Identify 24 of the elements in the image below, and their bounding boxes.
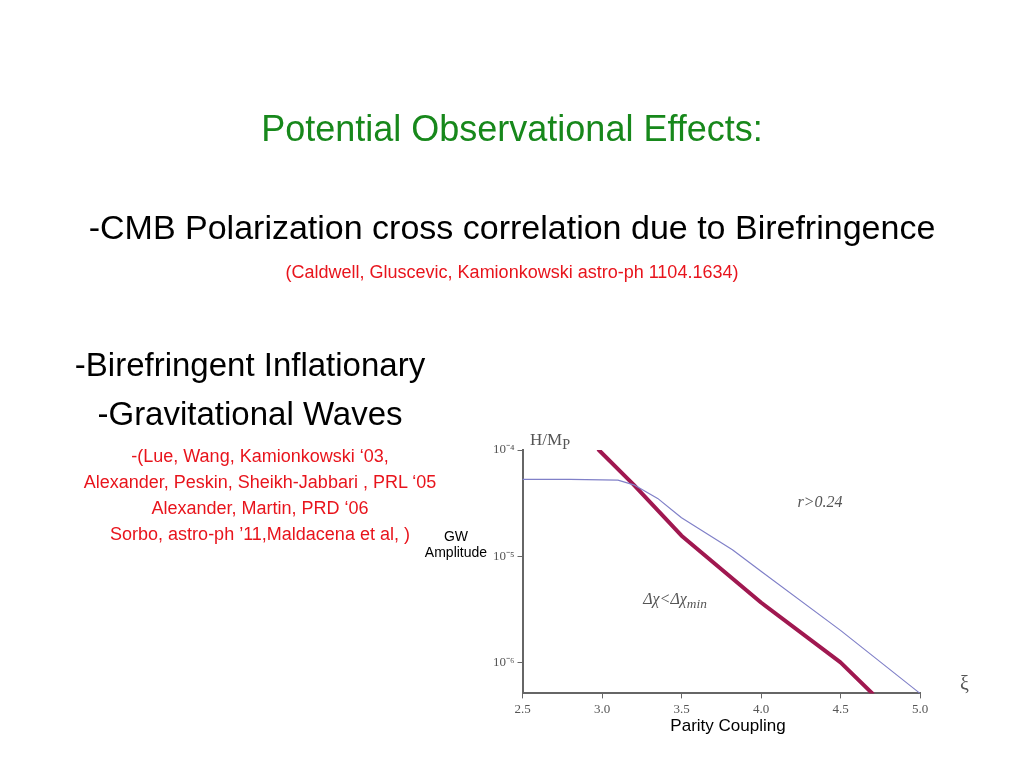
x-tick-label: 4.0	[752, 700, 770, 716]
text: Parity Coupling	[669, 716, 787, 736]
x-axis-title: ξ	[960, 672, 969, 695]
y-tick-label: 10⁻⁶	[492, 653, 515, 669]
x-tick-label: 2.5	[514, 700, 531, 716]
text: -(Lue, Wang, Kamionkowski ‘03,	[131, 446, 389, 466]
text: -CMB Polarization cross correlation due to Birefringence	[87, 208, 937, 247]
annotation: Δχ<Δχ$_{min}$	[641, 590, 708, 613]
text: Alexander, Martin, PRD ‘06	[150, 498, 370, 519]
x-tick-label: 3.0	[593, 700, 611, 716]
x-tick-label: 4.5	[832, 700, 849, 716]
text: GW Amplitude	[424, 528, 488, 560]
annotation: r>0.24	[796, 493, 844, 511]
y-axis-title: H/M$_{P}$	[530, 430, 570, 454]
text: Alexander, Peskin, Sheikh-Jabbari , PRL ‘05	[82, 472, 438, 493]
text: Sorbo, astro-ph ’11,Maldacena et al, )	[110, 524, 410, 544]
text: -Birefringent Inflationary	[73, 346, 427, 384]
x-tick-label: 5.0	[911, 700, 929, 716]
text: -Gravitational Waves	[96, 395, 404, 433]
x-tick-label: 3.5	[673, 700, 690, 716]
y-tick-label: 10⁻⁵	[492, 547, 515, 563]
chart-title: Potential Observational Effects:	[260, 108, 764, 150]
text: (Caldwell, Gluscevic, Kamionkowski astro-ph 1104.1634)	[284, 262, 740, 283]
y-tick-label: 10⁻⁴	[492, 441, 515, 457]
